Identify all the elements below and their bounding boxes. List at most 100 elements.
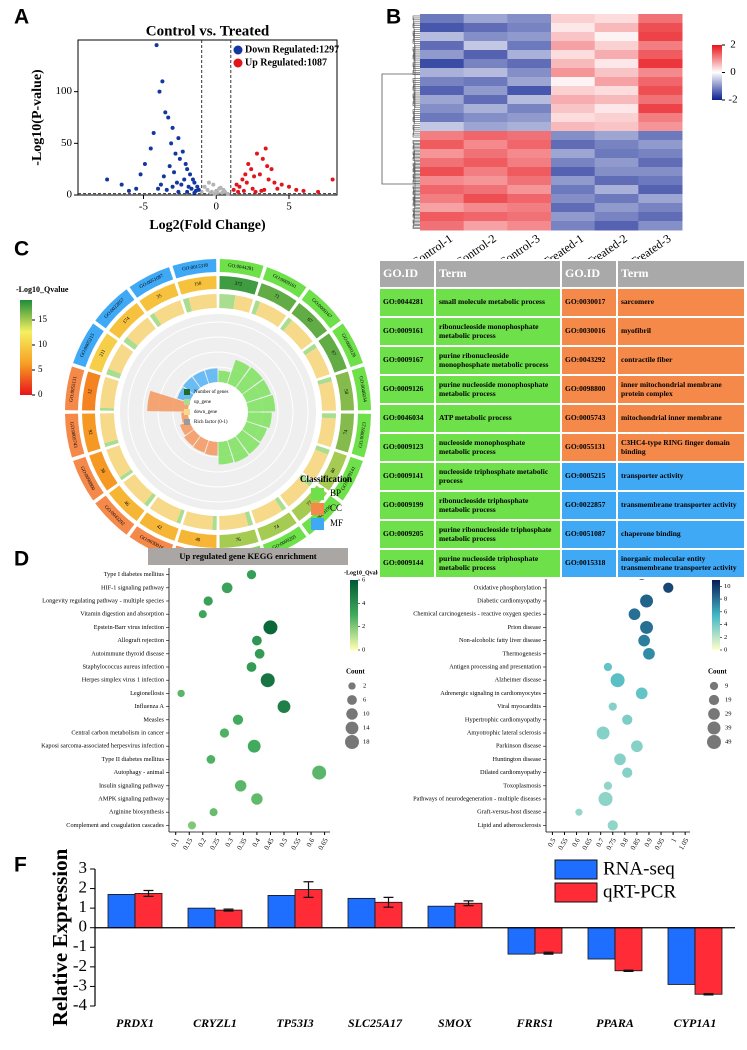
category-label: Pathways of neurodegeneration - multiple… bbox=[413, 795, 541, 802]
point bbox=[269, 167, 274, 172]
colorbar-tick-label: -2 bbox=[728, 94, 737, 106]
down-gene-sector bbox=[108, 343, 134, 374]
dendrogram bbox=[413, 189, 420, 202]
x-tick-label: 0.7 bbox=[595, 836, 607, 848]
point bbox=[249, 167, 254, 172]
down-gene-sector bbox=[305, 347, 330, 379]
legend-swatch bbox=[554, 859, 598, 880]
up-gene-sector bbox=[244, 511, 254, 527]
rich-bar bbox=[184, 429, 201, 446]
category-label: Lipid and atherosclerosis bbox=[478, 822, 542, 829]
point bbox=[279, 182, 284, 187]
gene-count-label: 92 bbox=[87, 429, 93, 435]
point bbox=[179, 182, 184, 187]
go-id-label: GO:0015318 bbox=[182, 263, 209, 272]
go-table: GO.ID Term GO.ID Term GO:0044281 small molec… bbox=[378, 259, 746, 579]
heat-cell bbox=[638, 203, 683, 213]
category-label: Diabetic cardiomyopathy bbox=[477, 597, 542, 604]
up-gene-sector bbox=[212, 515, 217, 530]
y-tick-label: 100 bbox=[56, 85, 73, 97]
heat-cell bbox=[507, 221, 552, 231]
heat-cell bbox=[507, 104, 552, 114]
bar bbox=[347, 897, 376, 929]
rich-bar bbox=[193, 436, 209, 453]
category-label: Longevity regulating pathway - multiple … bbox=[42, 597, 164, 604]
dendrogram bbox=[412, 185, 420, 190]
qvalue-sector bbox=[318, 451, 347, 491]
x-tick-label: 0.65 bbox=[317, 836, 330, 851]
category-label: Insulin signaling pathway bbox=[99, 782, 165, 789]
heat-cell bbox=[638, 113, 683, 123]
point bbox=[215, 190, 220, 195]
bubble bbox=[631, 740, 643, 753]
bar bbox=[614, 927, 643, 972]
heat-cell bbox=[551, 203, 596, 213]
error-bar bbox=[623, 969, 634, 972]
x-tick-label: 0.9 bbox=[643, 836, 655, 848]
bubble bbox=[254, 648, 265, 659]
bubble bbox=[663, 582, 674, 593]
gene-count-label: 38 bbox=[99, 468, 106, 475]
gene-count-label: 71 bbox=[273, 294, 280, 301]
error-bar bbox=[143, 889, 154, 897]
colorbar-tick-label: 6 bbox=[724, 608, 728, 615]
panel-label: B bbox=[386, 6, 401, 29]
bubble bbox=[198, 610, 207, 619]
bubble bbox=[251, 793, 263, 805]
rich-bar bbox=[192, 370, 209, 388]
x-tick-label: 0.15 bbox=[181, 836, 194, 851]
id-cell: GO:0009161 bbox=[378, 316, 436, 347]
colorbar-tick-label: 8 bbox=[724, 596, 727, 603]
colorbar-title: -Log10_Qvalue bbox=[344, 570, 384, 576]
bar bbox=[534, 927, 563, 954]
dendrogram bbox=[414, 44, 420, 109]
gene-count-label: 74 bbox=[344, 429, 350, 435]
down-gene-sector bbox=[106, 445, 132, 478]
point bbox=[173, 151, 178, 156]
table-row: GO:0009205 purine ribonucleoside triphosp… bbox=[378, 519, 746, 550]
panel-label: F bbox=[14, 854, 27, 877]
point bbox=[241, 188, 246, 193]
category-label: Adrenergic signaling in cardiomyocytes bbox=[440, 690, 541, 697]
id-cell: GO:0009123 bbox=[378, 432, 436, 463]
heat-cell bbox=[638, 140, 683, 150]
down-gene-sector bbox=[318, 381, 336, 411]
heat-cell bbox=[463, 14, 508, 24]
bar bbox=[107, 894, 136, 929]
legend-label: down_gene bbox=[194, 410, 218, 415]
qvalue-sector bbox=[219, 529, 259, 548]
heat-cell bbox=[551, 149, 596, 159]
heat-cell bbox=[420, 221, 465, 231]
table-row: GO:0009144 purine nucleoside triphosphate… bbox=[378, 548, 746, 579]
gene-count-label: 67 bbox=[329, 350, 336, 357]
size-legend-title: Count bbox=[708, 668, 727, 676]
heat-cell bbox=[638, 221, 683, 231]
rich-bar bbox=[227, 359, 250, 388]
heat-cell bbox=[594, 140, 639, 150]
bubble bbox=[234, 780, 247, 792]
heat-cell bbox=[507, 23, 552, 33]
category-label: Legionellosis bbox=[130, 690, 164, 697]
y-tick-label: -1 bbox=[73, 936, 87, 955]
point bbox=[260, 156, 265, 161]
y-tick-label: 0 bbox=[67, 189, 73, 201]
legend-label: Down Regulated:1297 bbox=[245, 44, 339, 55]
colorbar bbox=[350, 580, 358, 650]
qvalue-sector bbox=[291, 302, 328, 339]
heat-cell bbox=[463, 23, 508, 33]
point bbox=[246, 162, 251, 166]
x-tick-label: 0.95 bbox=[653, 836, 666, 851]
point bbox=[126, 188, 131, 193]
heat-cell bbox=[638, 104, 683, 114]
point bbox=[174, 180, 179, 185]
down-gene-sector bbox=[302, 449, 329, 481]
term-cell: ATP metabolic process bbox=[434, 403, 562, 434]
heat-cell bbox=[507, 185, 552, 195]
x-tick-label: 5 bbox=[286, 201, 292, 213]
heat-cell bbox=[594, 77, 639, 87]
colorbar-tick-label: 4 bbox=[724, 621, 728, 628]
dendrogram bbox=[412, 125, 420, 130]
point bbox=[160, 79, 165, 84]
class-swatch bbox=[311, 503, 324, 515]
heat-cell bbox=[551, 122, 596, 132]
